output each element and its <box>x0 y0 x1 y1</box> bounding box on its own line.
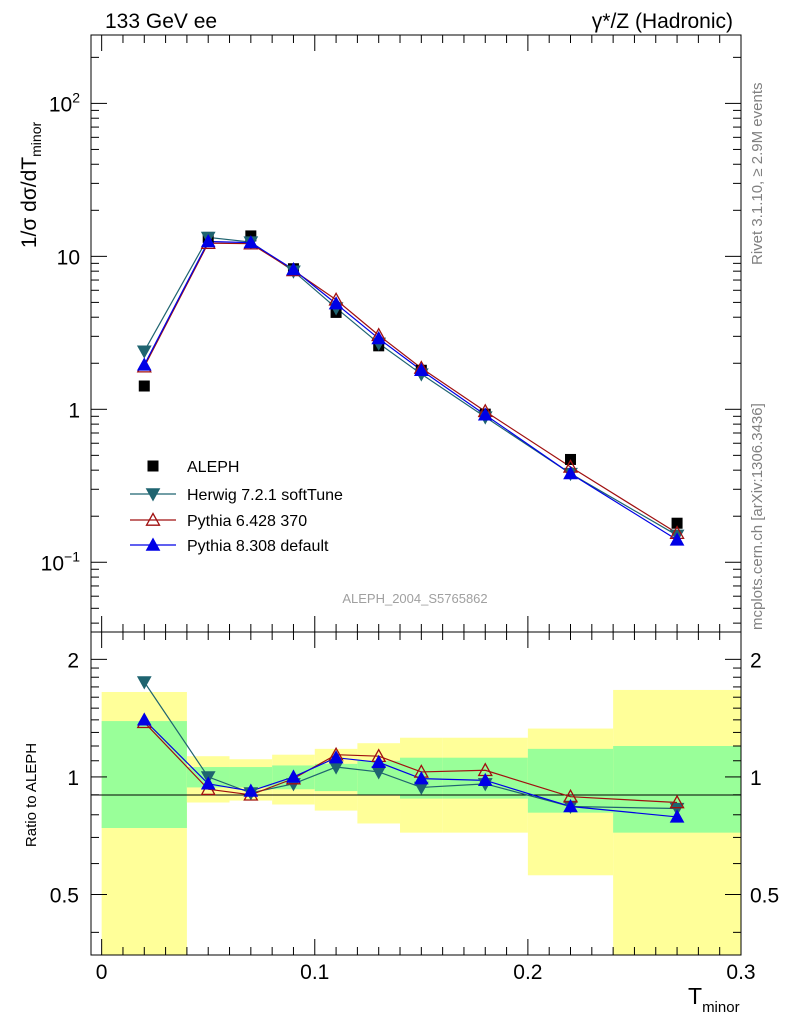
legend-label-3: Pythia 8.308 default <box>187 538 329 555</box>
ratio-ytick-label-right-1: 1 <box>750 767 762 790</box>
main-point-s3-2 <box>243 235 259 249</box>
main-ytick-label-1: 1 <box>68 399 80 422</box>
ratio-point-s2-5 <box>371 754 387 769</box>
main-series-layer <box>136 230 685 546</box>
x-axis-label: Tminor <box>688 983 740 1016</box>
ratio-frame <box>90 631 742 956</box>
legend-label-2: Pythia 6.428 370 <box>187 513 307 530</box>
main-point-s3-9 <box>669 532 685 546</box>
analysis-watermark: ALEPH_2004_S5765862 <box>342 591 487 606</box>
ratio-ytick-label-right-0: 0.5 <box>750 885 779 908</box>
ratio-series-layer <box>136 676 685 823</box>
rivet-version-label: Rivet 3.1.10, ≥ 2.9M events <box>749 83 766 266</box>
x-tick-labels: 0 0.1 0.2 0.3 <box>96 961 756 984</box>
main-point-s3-7 <box>477 407 493 421</box>
main-series-line-2 <box>143 242 678 534</box>
legend-marker-2 <box>145 512 161 526</box>
main-y-axis-label: 1/σ dσ/dTminor <box>18 122 44 249</box>
main-ytick-label-base-0: 10 <box>41 552 64 575</box>
ratio-point-s2-3 <box>286 769 301 783</box>
legend-marker-3 <box>145 537 161 551</box>
ratio-ytick-label-left-2: 2 <box>67 649 79 672</box>
main-point-s3-8 <box>563 466 578 480</box>
ratio-point-s2-7 <box>477 772 493 787</box>
legend-label-0: ALEPH <box>187 459 239 476</box>
ratio-band-inner-2 <box>229 767 273 788</box>
ratio-ytick-label-left-1: 1 <box>67 767 79 790</box>
main-point-s3-1 <box>200 233 216 248</box>
main-point-s3-0 <box>136 357 152 371</box>
ratio-series-line-0 <box>143 681 678 810</box>
legend-label-1: Herwig 7.2.1 softTune <box>187 487 343 504</box>
main-point-s0-9 <box>671 517 683 529</box>
x-tick-label-2: 0.2 <box>513 961 542 984</box>
ratio-series-line-2 <box>143 719 678 818</box>
main-ytick-label-exp-3: 2 <box>72 89 80 105</box>
main-point-s0-0 <box>138 380 150 392</box>
ratio-panel: 0.5 0.5 1 1 2 2 0 0.1 0.2 0.3 Ratio to ALEPH Tmi… <box>23 631 779 1016</box>
ratio-y-axis-label: Ratio to ALEPH <box>23 743 40 847</box>
x-tick-label-1: 0.1 <box>300 961 329 984</box>
main-point-s1-0 <box>136 345 152 359</box>
main-ytick-label-3: 102 <box>49 89 80 116</box>
main-point-s3-4 <box>328 296 344 310</box>
x-tick-label-3: 0.3 <box>726 961 755 984</box>
plot-left-title: 133 GeV ee <box>105 10 217 33</box>
ratio-point-s0-0 <box>136 676 152 690</box>
legend-marker-0 <box>147 460 159 472</box>
main-y-axis-label-sub: minor <box>28 122 44 157</box>
ratio-point-s2-6 <box>413 771 429 785</box>
ratio-point-s2-4 <box>328 750 344 764</box>
ratio-series-line-1 <box>143 721 678 804</box>
ratio-point-s2-2 <box>243 783 259 797</box>
ratio-ytick-label-left-0: 0.5 <box>50 885 79 908</box>
main-point-s3-3 <box>286 262 301 276</box>
main-axis-ticks <box>91 35 742 632</box>
legend: ALEPH Herwig 7.2.1 softTune Pythia 6.428 3… <box>130 459 343 555</box>
ratio-axis-ticks <box>91 632 742 955</box>
ratio-point-s0-9 <box>669 802 685 817</box>
ratio-band-inner-0 <box>101 721 187 829</box>
main-ytick-label-0: 10−1 <box>41 548 81 575</box>
mcplots-label: mcplots.cern.ch [arXiv:1306.3436] <box>749 403 766 630</box>
ratio-point-s2-0 <box>136 712 152 726</box>
ratio-point-s2-9 <box>669 809 685 823</box>
main-ytick-label-base-3: 10 <box>49 93 72 116</box>
plot-right-title: γ*/Z (Hadronic) <box>592 10 733 33</box>
main-ytick-label-2: 10 <box>57 246 80 269</box>
ratio-point-s1-9 <box>669 794 685 809</box>
ratio-ytick-label-right-2: 2 <box>750 649 762 672</box>
legend-marker-1 <box>145 488 161 502</box>
x-tick-label-0: 0 <box>96 961 108 984</box>
ratio-y-tick-labels: 0.5 0.5 1 1 2 2 <box>50 649 779 907</box>
main-series-line-3 <box>143 240 678 541</box>
main-point-s3-6 <box>413 362 429 376</box>
main-series-line-1 <box>143 236 678 536</box>
ratio-bands <box>101 689 741 955</box>
ratio-point-s2-1 <box>200 776 216 790</box>
ratio-point-s2-8 <box>563 798 578 813</box>
main-point-s3-5 <box>371 331 387 345</box>
x-axis-label-sub: minor <box>702 999 740 1016</box>
main-ytick-label-exp-0: −1 <box>64 548 80 564</box>
